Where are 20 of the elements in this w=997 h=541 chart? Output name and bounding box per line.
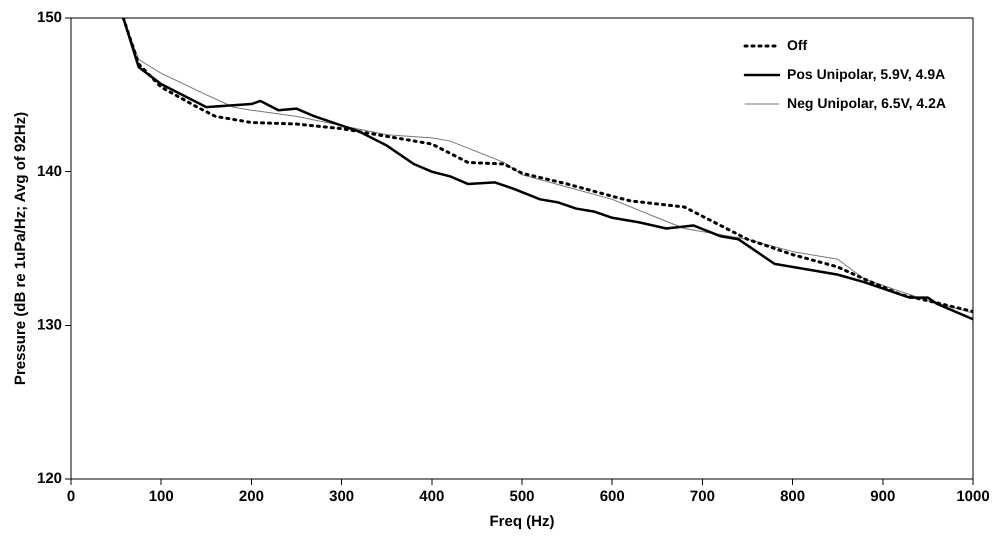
legend-label: Off: [787, 36, 808, 53]
x-axis-title: Freq (Hz): [490, 513, 555, 530]
y-tick-label: 150: [36, 9, 62, 26]
x-tick-label: 900: [870, 488, 896, 506]
x-tick-label: 800: [780, 488, 806, 506]
x-tick-label: 1000: [956, 488, 990, 506]
y-tick-label: 130: [36, 316, 62, 334]
x-tick-label: 0: [66, 488, 76, 506]
x-tick-label: 300: [329, 488, 354, 506]
x-tick-label: 500: [510, 488, 535, 506]
x-tick-label: 200: [238, 488, 264, 506]
x-tick-label: 100: [148, 488, 174, 506]
legend-label: Pos Unipolar, 5.9V, 4.9A: [787, 66, 946, 82]
y-tick-label: 120: [36, 470, 62, 488]
x-tick-label: 700: [690, 488, 715, 506]
y-tick-label: 140: [36, 162, 62, 180]
x-tick-label: 600: [600, 488, 625, 506]
x-tick-label: 400: [419, 488, 444, 506]
legend-label: Neg Unipolar, 6.5V, 4.2A: [787, 94, 946, 111]
y-axis-title: Pressure (dB re 1uPa/Hz; Avg of 92Hz): [12, 112, 30, 386]
